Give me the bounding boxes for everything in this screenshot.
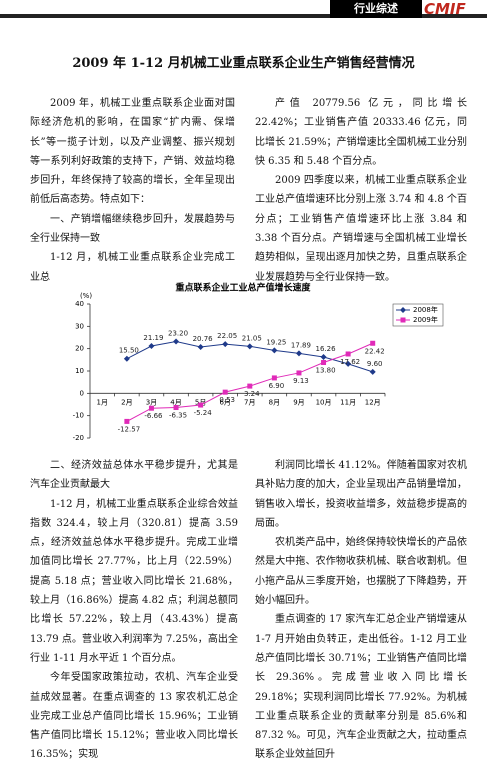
marker bbox=[271, 347, 278, 354]
data-label: 16.26 bbox=[316, 345, 337, 353]
x-tick-label: 10月 bbox=[316, 398, 332, 406]
paragraph: 二、经济效益总体水平稳步提升，尤其是汽车企业贡献最大 bbox=[30, 460, 238, 491]
data-label: 9.60 bbox=[367, 360, 383, 368]
header-rule bbox=[0, 14, 487, 18]
x-tick-label: 4月 bbox=[170, 398, 181, 406]
paragraph: 2009 四季度以来，机械工业重点联系企业工业总产值增速环比分别上涨 3.74 … bbox=[255, 175, 467, 283]
marker bbox=[345, 351, 351, 357]
marker bbox=[123, 355, 130, 362]
marker bbox=[295, 350, 302, 357]
section-label: 行业综述 bbox=[330, 0, 422, 18]
marker bbox=[271, 375, 277, 381]
marker bbox=[320, 354, 327, 361]
marker bbox=[148, 343, 155, 350]
data-label: -5.24 bbox=[194, 409, 213, 417]
paragraph: 农机类产品中，始终保持较快增长的产品依然是大中拖、农作物收获机械、联合收割机。但… bbox=[255, 537, 467, 607]
column: 产值 20779.56 亿元，同比增长 22.42%；工业销售产值 20333.… bbox=[255, 94, 467, 287]
data-label: 21.05 bbox=[242, 334, 262, 342]
marker bbox=[400, 307, 406, 313]
article-title: 2009 年 1-12 月机械工业重点联系企业生产销售经营情况 bbox=[72, 56, 415, 71]
data-label: 22.42 bbox=[365, 347, 385, 355]
header: 行业综述 CMIF bbox=[0, 0, 487, 22]
column: 2009 年，机械工业重点联系企业面对国际经济危机的影响，在国家“扩内需、保增长… bbox=[30, 94, 235, 287]
data-label: -12.57 bbox=[118, 425, 141, 433]
y-tick-label: 20 bbox=[75, 345, 84, 353]
logo: CMIF bbox=[424, 0, 466, 18]
y-axis-label: (%) bbox=[80, 292, 92, 300]
series-line bbox=[126, 342, 373, 422]
marker bbox=[296, 370, 302, 376]
column: 二、经济效益总体水平稳步提升，尤其是汽车企业贡献最大 1-12 月，机械工业重点联… bbox=[30, 456, 238, 765]
data-label: 6.90 bbox=[269, 382, 285, 390]
marker bbox=[222, 341, 229, 348]
column: 利润同比增长 41.12%。伴随着国家对农机具补贴力度的加大，企业呈现出产品销量… bbox=[255, 456, 467, 765]
paragraph: 利润同比增长 41.12%。伴随着国家对农机具补贴力度的加大，企业呈现出产品销量… bbox=[255, 460, 467, 529]
y-tick-label: 0 bbox=[80, 389, 84, 397]
marker bbox=[148, 405, 154, 411]
data-label: 19.25 bbox=[266, 338, 286, 346]
paragraph: 2009 年，机械工业重点联系企业面对国际经济危机的影响，在国家“扩内需、保增长… bbox=[30, 98, 235, 206]
chart-title: 重点联系企业工业总产值增长速度 bbox=[175, 282, 311, 294]
data-label: 15.50 bbox=[119, 347, 139, 355]
y-tick-label: -20 bbox=[73, 434, 84, 442]
x-tick-label: 3月 bbox=[146, 398, 157, 406]
marker bbox=[369, 368, 376, 375]
x-tick-label: 7月 bbox=[244, 398, 255, 406]
marker bbox=[321, 360, 327, 366]
marker bbox=[370, 340, 376, 346]
data-label: 21.19 bbox=[143, 334, 163, 342]
x-tick-label: 2月 bbox=[121, 398, 132, 406]
x-tick-label: 5月 bbox=[195, 398, 206, 406]
marker bbox=[197, 343, 204, 350]
x-tick-label: 1月 bbox=[97, 398, 108, 406]
marker bbox=[222, 389, 228, 395]
data-label: 22.05 bbox=[217, 332, 237, 340]
y-tick-label: 10 bbox=[75, 367, 84, 375]
marker bbox=[173, 405, 179, 411]
marker bbox=[400, 317, 406, 323]
data-label: -6.35 bbox=[169, 412, 187, 420]
marker bbox=[124, 418, 130, 424]
y-tick-label: 40 bbox=[75, 300, 84, 308]
data-label: -6.66 bbox=[144, 412, 163, 420]
marker bbox=[345, 360, 352, 367]
x-tick-label: 9月 bbox=[293, 398, 304, 406]
data-label: 17.62 bbox=[340, 358, 360, 366]
data-label: 20.76 bbox=[193, 335, 214, 343]
data-label: 0.53 bbox=[219, 396, 235, 404]
data-label: 23.20 bbox=[168, 330, 188, 338]
data-label: 3.24 bbox=[244, 390, 260, 398]
paragraph: 1-12 月，机械工业重点联系企业综合效益指数 324.4，较上月（320.81… bbox=[30, 498, 238, 664]
paragraph: 今年受国家政策拉动，农机、汽车企业受益成效显著。在重点调查的 13 家农机汇总企… bbox=[30, 672, 238, 761]
x-tick-label: 11月 bbox=[340, 398, 356, 406]
marker bbox=[173, 338, 180, 345]
data-label: 13.80 bbox=[316, 367, 336, 375]
data-label: 17.89 bbox=[291, 341, 311, 349]
paragraph: 一、产销增幅继续稳步回升，发展趋势与全行业保持一致 bbox=[30, 213, 235, 245]
legend-label: 2009年 bbox=[413, 315, 438, 324]
marker bbox=[198, 402, 204, 408]
paragraph: 产值 20779.56 亿元，同比增长 22.42%；工业销售产值 20333.… bbox=[255, 98, 467, 167]
data-label: 9.13 bbox=[293, 377, 309, 385]
marker bbox=[247, 383, 253, 389]
paragraph: 重点调查的 17 家汽车汇总企业产销增速从 1-7 月开始由负转正，走出低谷。1… bbox=[255, 614, 467, 761]
x-tick-label: 12月 bbox=[365, 398, 381, 406]
x-tick-label: 8月 bbox=[269, 398, 280, 406]
y-tick-label: -10 bbox=[73, 412, 84, 420]
marker bbox=[246, 343, 253, 350]
y-tick-label: 30 bbox=[75, 322, 84, 330]
chart: 重点联系企业工业总产值增长速度 (%) -20 -10 0 10 20 30 40 1月 2月 3月 4… bbox=[73, 282, 444, 442]
legend-label: 2008年 bbox=[413, 305, 438, 314]
paragraph: 1-12 月，机械工业重点联系企业完成工业总 bbox=[30, 252, 235, 283]
x-tick-label: 6月 bbox=[219, 398, 230, 406]
